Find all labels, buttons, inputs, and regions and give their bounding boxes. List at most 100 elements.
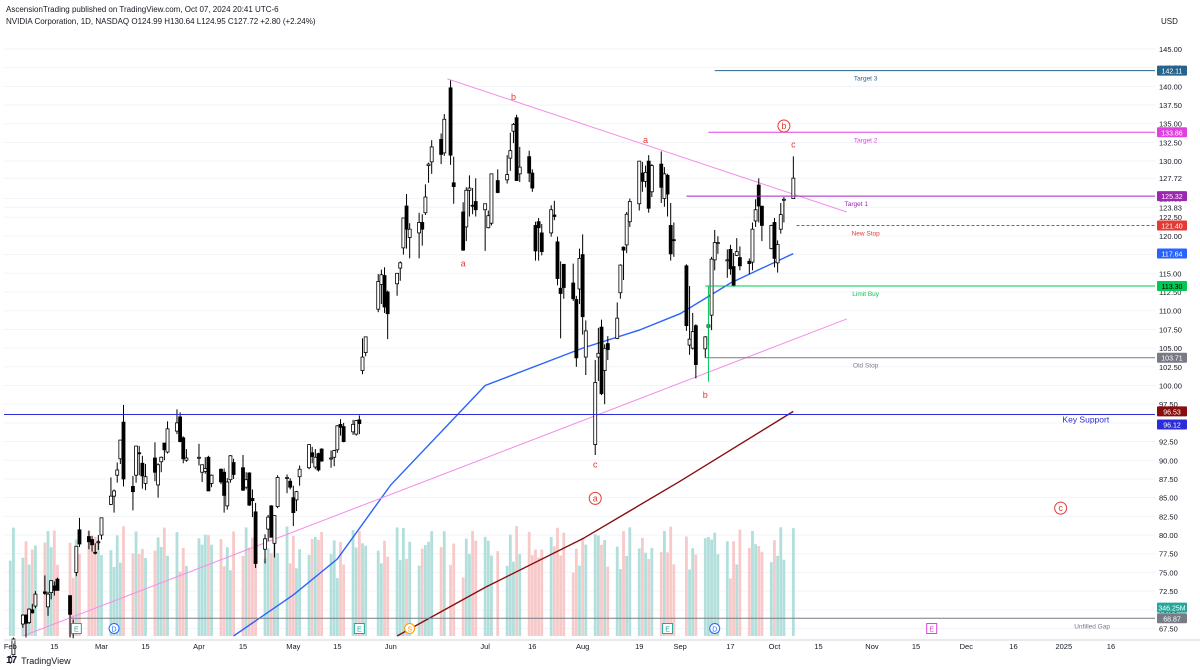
price-badge xyxy=(1157,281,1187,292)
candle-body xyxy=(555,241,560,279)
time-tick-label: Dec xyxy=(960,642,974,651)
candle-body xyxy=(241,467,245,491)
candle-body xyxy=(250,497,255,502)
candle-body xyxy=(351,423,355,433)
volume-bar xyxy=(791,528,795,636)
time-axis[interactable]: Feb 15 Mar 15 Apr 15 May 15 Jun Jul 16 Aug 19 Sep 17 Oc… xyxy=(4,639,1200,651)
volume-bar xyxy=(515,526,519,636)
price-level-label: Target 1 xyxy=(844,201,868,208)
candle-body xyxy=(288,480,293,488)
candle-body xyxy=(90,539,94,546)
candle-body xyxy=(621,246,626,251)
volume-bar xyxy=(518,554,522,636)
candle-body xyxy=(693,325,698,365)
candle-body xyxy=(615,317,620,339)
volume-bar xyxy=(669,526,673,636)
volume-bar xyxy=(703,538,707,636)
volume-bar xyxy=(376,550,380,636)
volume-bar xyxy=(307,554,311,636)
candle-body xyxy=(715,242,720,245)
candle-body xyxy=(602,347,607,371)
tradingview-brand[interactable]: 17 TradingView xyxy=(6,655,71,666)
candle-body xyxy=(121,421,126,480)
volume-bar xyxy=(203,534,207,636)
candles[interactable] xyxy=(8,80,796,664)
candle-body xyxy=(8,657,13,663)
candle-body xyxy=(671,239,676,242)
candle-body xyxy=(599,326,604,395)
wave-label: a xyxy=(461,259,466,269)
volume-bar xyxy=(339,542,342,636)
volume-bar xyxy=(640,537,644,636)
volume-bar xyxy=(254,551,257,636)
candle-body xyxy=(483,203,488,211)
candle-body xyxy=(473,201,478,211)
time-tick-label: 17 xyxy=(726,642,734,651)
candle-body xyxy=(489,173,494,224)
candle-body xyxy=(423,196,428,214)
volume-bar xyxy=(244,527,248,636)
volume-bar xyxy=(222,566,226,636)
event-marker-label: D xyxy=(112,627,117,634)
candle-body xyxy=(360,356,365,371)
volume-bar xyxy=(241,555,245,636)
candle-body xyxy=(747,260,752,264)
volume-bar xyxy=(452,543,456,636)
candle-body xyxy=(77,529,82,545)
volume-bar xyxy=(556,527,559,636)
candle-body xyxy=(379,274,384,285)
candle-body xyxy=(313,456,318,468)
volume-bar xyxy=(628,527,632,636)
candle-body xyxy=(385,291,390,315)
price-level-label: New Stop xyxy=(852,230,881,237)
volume-bar xyxy=(625,556,629,636)
candle-body xyxy=(357,419,362,425)
time-tick-label: 2025 xyxy=(1055,642,1072,651)
tradingview-logo-icon: 17 xyxy=(6,655,18,666)
indicator-lines xyxy=(22,78,847,637)
candle-body xyxy=(99,517,104,536)
candle-body xyxy=(338,423,343,428)
candle-body xyxy=(505,174,510,181)
candle-body xyxy=(571,282,576,300)
price-tick-label: 90.00 xyxy=(1159,456,1178,465)
candle-body xyxy=(30,609,35,614)
candle-body xyxy=(649,165,654,193)
time-tick-label: Feb xyxy=(4,642,17,651)
price-tick-label: 92.50 xyxy=(1159,438,1178,447)
candle-body xyxy=(791,177,796,199)
time-tick-label: May xyxy=(286,642,300,651)
candle-body xyxy=(756,184,761,207)
candle-body xyxy=(33,593,38,607)
candle-body xyxy=(778,214,783,230)
price-level-label: Unfilled Gap xyxy=(1074,623,1110,630)
price-tick-label: 122.50 xyxy=(1159,213,1182,222)
candle-body xyxy=(131,486,135,493)
candle-body xyxy=(486,215,491,229)
candle-body xyxy=(605,343,610,350)
volume-bar xyxy=(317,539,320,636)
volume-bar xyxy=(644,552,647,636)
volume-bar xyxy=(549,537,553,636)
volume-bar xyxy=(197,538,201,636)
volume-bar xyxy=(90,540,94,636)
candle-body xyxy=(659,163,664,188)
volume-bar xyxy=(34,545,37,636)
price-tick-label: 72.50 xyxy=(1159,587,1178,596)
volume-bar xyxy=(757,546,761,636)
candle-body xyxy=(734,251,739,256)
price-badge xyxy=(1157,602,1187,613)
currency-label: USD xyxy=(1161,17,1178,26)
annotations: Target 3 Target 2 Target 1 New Stop Limit Bu… xyxy=(4,70,1155,634)
volume-bar xyxy=(156,537,160,636)
wave-label: a xyxy=(643,135,648,145)
volume-bar xyxy=(430,531,434,636)
volume-bar xyxy=(210,544,213,636)
volume-bar xyxy=(596,535,600,636)
trendline xyxy=(447,78,847,213)
price-axis[interactable]: 67.5070.0072.5075.0077.5080.0082.5085.00… xyxy=(1157,45,1187,634)
volume-bar xyxy=(159,546,163,636)
candle-body xyxy=(684,265,689,327)
price-level-label: Old Stop xyxy=(853,363,879,370)
